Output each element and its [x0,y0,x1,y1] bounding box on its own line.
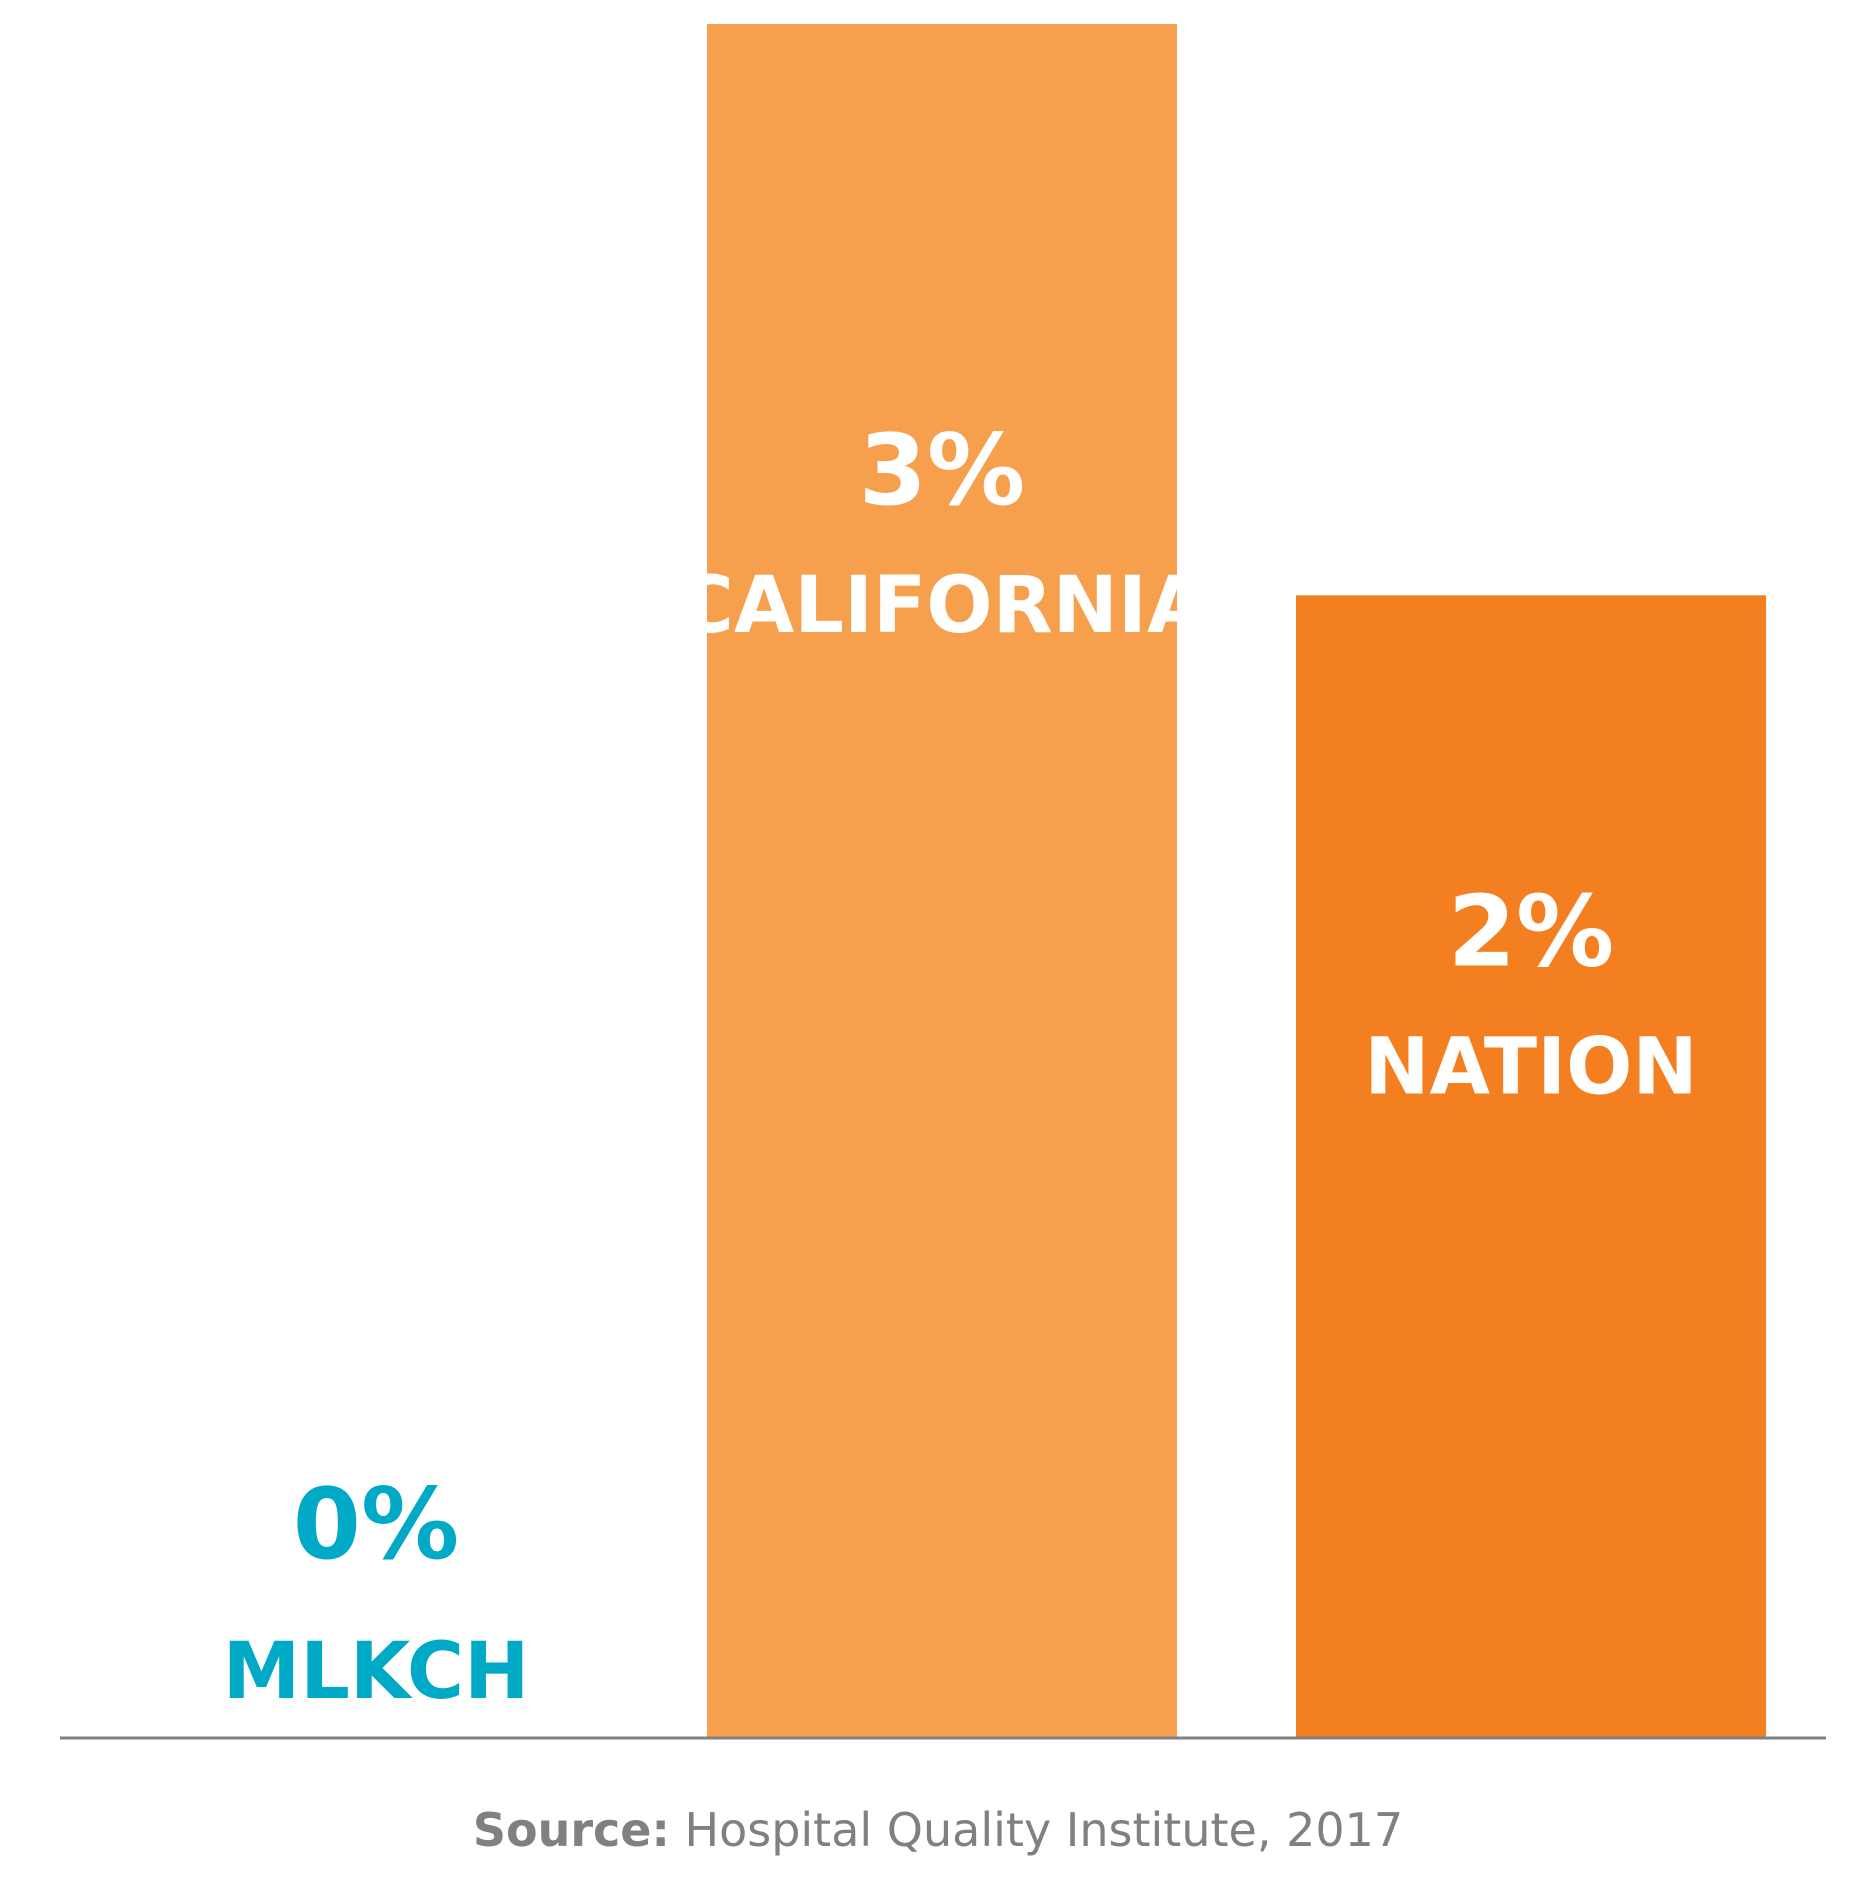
value-label-california: 3% [859,414,1025,528]
category-label-california: CALIFORNIA [677,561,1208,651]
bar-california [707,24,1177,1738]
source-note: Source: Hospital Quality Institute, 2017 [473,1803,1403,1857]
source-label: Source: [473,1803,670,1857]
source-text: Hospital Quality Institute, 2017 [670,1803,1403,1857]
category-label-nation: NATION [1364,1022,1697,1112]
value-label-mlkch: 0% [293,1468,459,1582]
bar-nation [1296,595,1766,1739]
labels-layer: 0% MLKCH 3% CALIFORNIA 2% NATION [223,414,1698,1717]
value-label-nation: 2% [1448,875,1614,989]
category-label-mlkch: MLKCH [223,1627,530,1717]
bars-layer [707,24,1766,1739]
